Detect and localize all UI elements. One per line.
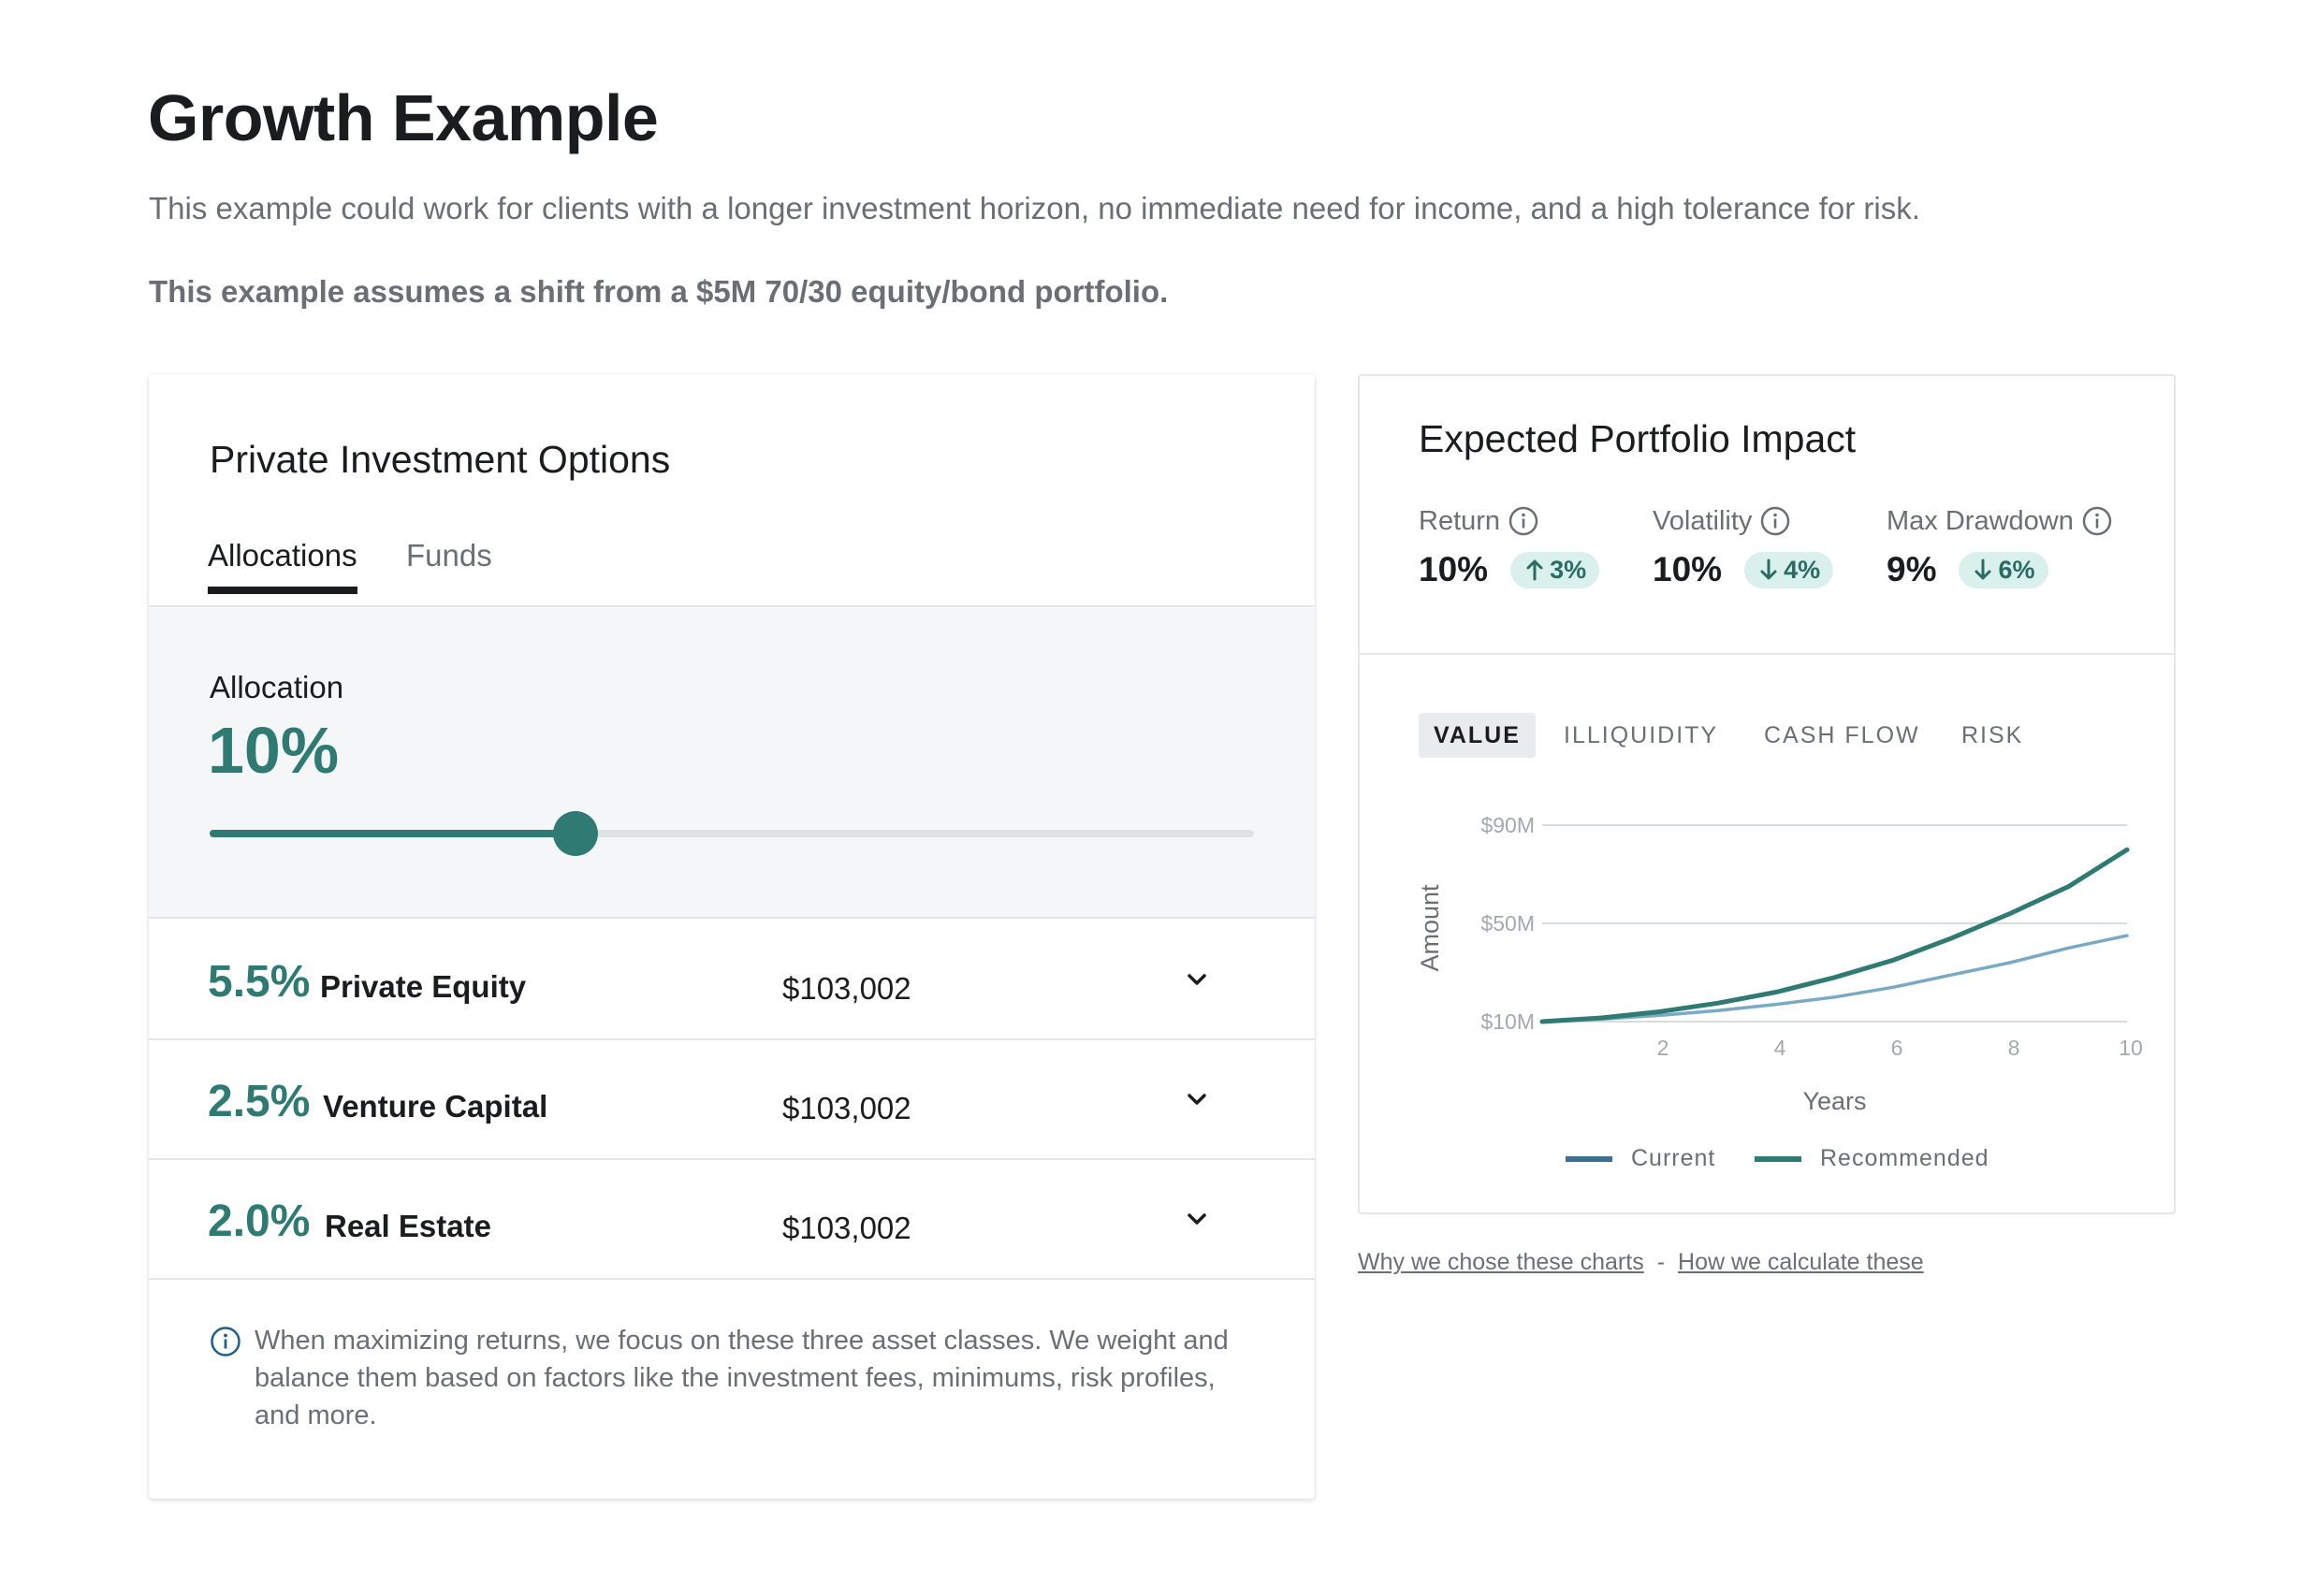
metric-row: 9% 6% — [1887, 550, 2113, 589]
link-separator: - — [1656, 1249, 1666, 1275]
metric-label: Volatility — [1653, 505, 1833, 537]
metric-row: 10% 4% — [1653, 550, 1834, 589]
arrow-up-icon — [1526, 559, 1543, 581]
x-tick-label: 6 — [1891, 1036, 1903, 1060]
card-title: Expected Portfolio Impact — [1419, 417, 1857, 460]
list-item[interactable]: 5.5% Private Equity $103,002 — [149, 921, 1315, 1040]
tab-allocations[interactable]: Allocations — [208, 538, 357, 594]
change-badge: 4% — [1744, 551, 1834, 588]
chevron-down-icon[interactable] — [1178, 1081, 1216, 1119]
row-percentage: 2.0% — [208, 1197, 311, 1246]
legend-label: Recommended — [1820, 1145, 1989, 1171]
x-axis-label: Years — [1802, 1087, 1866, 1115]
info-icon[interactable] — [1508, 505, 1539, 537]
how-calculate-link[interactable]: How we calculate these — [1678, 1249, 1924, 1275]
metric-value: 10% — [1419, 550, 1489, 588]
change-badge: 6% — [1959, 551, 2048, 588]
page-description: This example could work for clients with… — [149, 191, 1920, 225]
row-amount: $103,002 — [782, 971, 911, 1006]
metric-volatility: Volatility 10% 4% — [1653, 505, 1834, 589]
metric-label-text: Max Drawdown — [1887, 505, 2074, 536]
row-percentage: 5.5% — [208, 957, 311, 1007]
slider-thumb[interactable] — [552, 811, 598, 856]
tab-risk[interactable]: RISK — [1961, 722, 2024, 748]
list-item[interactable]: 2.0% Real Estate $103,002 — [149, 1160, 1315, 1280]
y-tick-label: $50M — [1480, 911, 1535, 936]
metric-row: 10% 3% — [1419, 550, 1600, 589]
change-value: 3% — [1550, 555, 1587, 584]
info-icon[interactable] — [1759, 505, 1791, 537]
x-tick-label: 2 — [1657, 1036, 1669, 1060]
metric-return: Return 10% 3% — [1419, 505, 1600, 589]
row-name: Private Equity — [320, 969, 527, 1004]
expected-portfolio-impact-card: Expected Portfolio Impact Return 10% 3% … — [1358, 374, 2176, 1214]
metric-label-text: Return — [1419, 505, 1501, 536]
slider-fill — [210, 830, 576, 837]
y-tick-label: $10M — [1480, 1009, 1535, 1034]
x-tick-label: 8 — [2008, 1036, 2020, 1060]
row-amount: $103,002 — [782, 1211, 911, 1245]
metric-value: 10% — [1653, 550, 1723, 588]
x-tick-label: 10 — [2119, 1036, 2143, 1060]
row-name: Venture Capital — [323, 1089, 548, 1124]
allocation-slider[interactable] — [210, 811, 1254, 856]
info-text: When maximizing returns, we focus on the… — [255, 1326, 1229, 1430]
tab-illiquidity[interactable]: ILLIQUIDITY — [1564, 722, 1719, 748]
allocation-panel: Allocation 10% — [149, 608, 1315, 919]
metric-max-drawdown: Max Drawdown 9% 6% — [1887, 505, 2113, 589]
value-line-chart: $10M $50M $90M 2 4 6 8 10 Years Amount — [1416, 813, 2143, 1115]
change-value: 6% — [1998, 555, 2035, 584]
x-tick-label: 4 — [1774, 1036, 1786, 1060]
tab-value[interactable]: VALUE — [1419, 713, 1536, 758]
metric-label: Return — [1419, 505, 1599, 537]
info-icon[interactable] — [2081, 505, 2113, 537]
row-amount: $103,002 — [782, 1091, 911, 1125]
row-name: Real Estate — [325, 1209, 491, 1243]
allocation-label: Allocation — [210, 670, 344, 704]
change-value: 4% — [1784, 555, 1821, 584]
legend-swatch-recommended — [1755, 1155, 1801, 1162]
chevron-down-icon[interactable] — [1178, 1201, 1216, 1239]
card-title: Private Investment Options — [210, 438, 671, 481]
series-line-recommended — [1539, 847, 2130, 1024]
series-line-current — [1540, 934, 2129, 1023]
metric-value: 9% — [1887, 550, 1937, 588]
row-percentage: 2.5% — [208, 1077, 311, 1126]
list-item[interactable]: 2.5% Venture Capital $103,002 — [149, 1040, 1315, 1160]
tab-cash-flow[interactable]: CASH FLOW — [1764, 722, 1920, 748]
why-charts-link[interactable]: Why we chose these charts — [1358, 1249, 1644, 1275]
y-axis-label: Amount — [1416, 884, 1444, 972]
tab-funds[interactable]: Funds — [406, 538, 492, 573]
page-title: Growth Example — [148, 81, 659, 154]
legend-label: Current — [1631, 1145, 1716, 1171]
metric-label-text: Volatility — [1653, 505, 1753, 536]
change-badge: 3% — [1510, 551, 1600, 588]
chevron-down-icon[interactable] — [1178, 962, 1216, 999]
arrow-down-icon — [1760, 559, 1777, 580]
legend-current: Current — [1566, 1145, 1715, 1172]
page-note: This example assumes a shift from a $5M … — [149, 274, 1169, 309]
info-icon — [211, 1327, 240, 1357]
private-investment-options-card: Private Investment Options Allocations F… — [149, 374, 1315, 1499]
legend-recommended: Recommended — [1755, 1145, 1989, 1172]
options-tabs: Allocations Funds — [149, 538, 1315, 607]
allocation-value: 10% — [208, 714, 340, 787]
divider — [1360, 653, 2174, 655]
legend-swatch-current — [1566, 1155, 1612, 1162]
metric-label: Max Drawdown — [1887, 505, 2113, 537]
y-tick-label: $90M — [1480, 813, 1535, 837]
footer-links: Why we chose these charts - How we calcu… — [1358, 1249, 1924, 1276]
arrow-down-icon — [1975, 559, 1991, 580]
